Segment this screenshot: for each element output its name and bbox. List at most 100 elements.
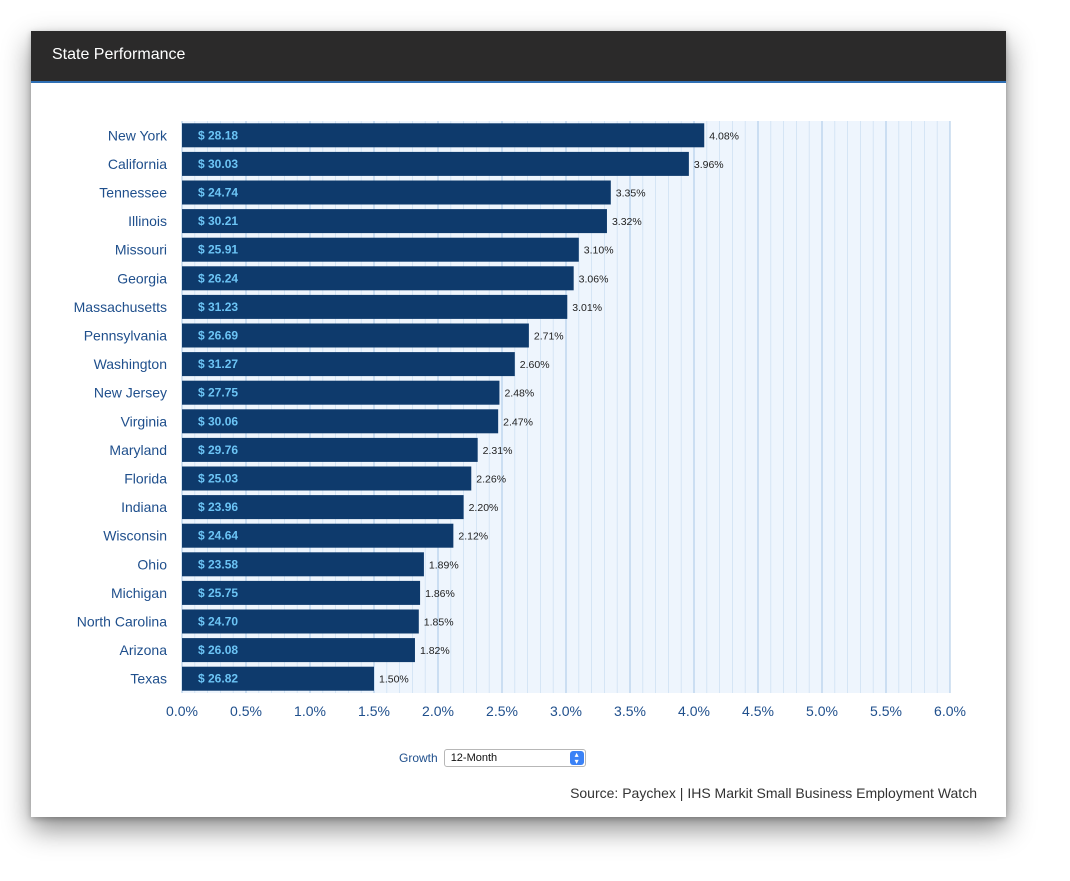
bar-wage-label: $ 26.82 [198,672,238,686]
bar-wage-label: $ 30.03 [198,157,238,171]
category-label: Pennsylvania [84,328,167,344]
bar [182,666,374,691]
category-label: New Jersey [94,385,167,401]
growth-select[interactable]: 12-Month ▴ ▾ [443,749,586,767]
bar-chart: New York $ 28.18 4.08% California $ 30.03 3.9… [74,121,966,719]
category-label: North Carolina [77,614,167,630]
x-tick-label: 2.0% [422,703,454,719]
bar-wage-label: $ 26.08 [198,643,238,657]
bar-wage-label: $ 24.64 [198,529,238,543]
bar-value-label: 4.08% [709,130,739,142]
category-label: Virginia [121,413,168,429]
bar-wage-label: $ 30.21 [198,214,238,228]
x-tick-label: 4.5% [742,703,774,719]
category-label: California [108,156,167,172]
x-tick-label: 6.0% [934,703,966,719]
bar-value-label: 3.32% [612,216,642,228]
page-title: State Performance [52,46,186,63]
bar-wage-label: $ 25.91 [198,243,238,257]
bar [182,323,529,348]
bar-value-label: 1.86% [425,588,455,600]
category-label: Massachusetts [74,299,167,315]
bar [182,180,611,205]
category-label: Arizona [120,642,168,658]
bar-value-label: 2.12% [458,531,488,543]
category-label: Wisconsin [103,528,167,544]
bar [182,523,454,548]
growth-select-value: 12-Month [450,752,498,764]
bar [182,209,607,234]
x-tick-label: 3.0% [550,703,582,719]
growth-label: Growth [399,751,438,765]
bar-wage-label: $ 27.75 [198,386,238,400]
bar-wage-label: $ 25.75 [198,586,238,600]
chart-card: State Performance New York $ 28.18 4.08% Ca… [31,31,1006,817]
bar [182,609,419,634]
category-label: Florida [124,471,167,487]
bar-value-label: 3.01% [572,302,602,314]
bar-value-label: 1.85% [424,617,454,629]
bar-wage-label: $ 24.74 [198,186,238,200]
bar-value-label: 1.82% [420,645,450,657]
bar [182,266,574,291]
x-tick-label: 0.5% [230,703,262,719]
x-tick-label: 5.5% [870,703,902,719]
bar-wage-label: $ 31.23 [198,300,238,314]
bar-value-label: 1.89% [429,559,459,571]
growth-control: Growth 12-Month ▴ ▾ [399,748,586,768]
bar [182,466,472,491]
bar-value-label: 3.35% [616,188,646,200]
bar [182,352,515,377]
bar-value-label: 2.31% [483,445,513,457]
bar-value-label: 3.96% [694,159,724,171]
bar [182,294,568,319]
x-tick-label: 1.5% [358,703,390,719]
bar [182,552,424,577]
category-label: Ohio [137,556,167,572]
category-label: Texas [130,671,167,687]
bar-wage-label: $ 31.27 [198,357,238,371]
bar-wage-label: $ 23.58 [198,557,238,571]
bar-value-label: 2.48% [504,388,534,400]
x-tick-label: 1.0% [294,703,326,719]
bar-wage-label: $ 30.06 [198,414,238,428]
bar-wage-label: $ 24.70 [198,615,238,629]
category-label: Washington [94,356,167,372]
bar-value-label: 3.10% [584,245,614,257]
x-tick-label: 2.5% [486,703,518,719]
category-label: Michigan [111,585,167,601]
bar-value-label: 3.06% [579,273,609,285]
bar-value-label: 2.60% [520,359,550,371]
bar [182,437,478,462]
bar-value-label: 2.47% [503,416,533,428]
source-note: Source: Paychex | IHS Markit Small Busin… [570,785,977,801]
category-label: Maryland [109,442,167,458]
category-label: Illinois [128,213,167,229]
bar [182,638,415,663]
x-tick-label: 5.0% [806,703,838,719]
bar [182,151,689,176]
x-tick-label: 3.5% [614,703,646,719]
bar-value-label: 2.71% [534,331,564,343]
bar [182,580,421,605]
card-header: State Performance [31,31,1006,83]
category-label: Georgia [117,270,167,286]
bar-value-label: 1.50% [379,674,409,686]
category-label: New York [108,127,168,143]
bar-value-label: 2.20% [469,502,499,514]
select-arrows-icon: ▴ ▾ [569,751,584,766]
bar-wage-label: $ 26.24 [198,271,238,285]
x-tick-label: 0.0% [166,703,198,719]
bar-value-label: 2.26% [476,474,506,486]
bar-wage-label: $ 26.69 [198,329,238,343]
bar [182,380,500,405]
bar [182,495,464,520]
bar-wage-label: $ 29.76 [198,443,238,457]
bar [182,237,579,262]
category-label: Missouri [115,242,167,258]
bar [182,409,499,434]
category-label: Indiana [121,499,167,515]
category-label: Tennessee [99,185,167,201]
bar [182,123,705,148]
bar-wage-label: $ 23.96 [198,500,238,514]
